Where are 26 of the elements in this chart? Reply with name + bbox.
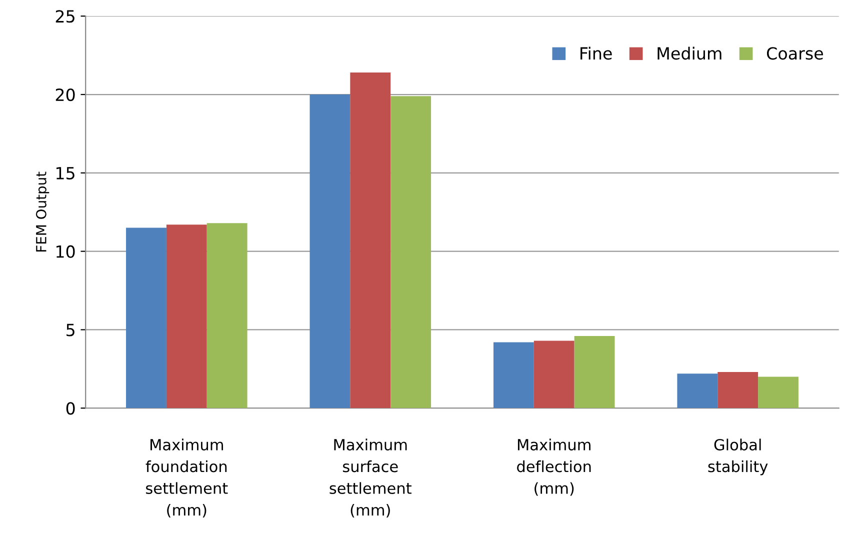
bar: [574, 336, 615, 408]
y-tick-label: 0: [66, 402, 75, 415]
bar: [677, 374, 718, 408]
bar: [350, 72, 391, 408]
legend-label: Medium: [658, 46, 722, 60]
bar: [390, 96, 432, 408]
legend-label: Fine: [580, 46, 612, 60]
x-tick-label: Maximum deflection (mm): [517, 438, 591, 496]
bar: [758, 376, 798, 408]
bar: [493, 342, 534, 408]
y-tick-label: 10: [56, 245, 75, 258]
bar: [534, 340, 574, 408]
bar: [166, 224, 207, 408]
bar: [126, 228, 166, 408]
y-tick-label: 20: [56, 88, 75, 102]
legend-label: Coarse: [766, 47, 823, 60]
bar: [718, 372, 758, 408]
x-tick-label: Global stability: [708, 438, 768, 476]
bar: [310, 94, 350, 408]
y-tick-label: 15: [56, 167, 74, 180]
y-tick-label: 5: [66, 324, 74, 336]
x-tick-label: Maximum surface settlement (mm): [330, 438, 412, 518]
x-tick-label: Maximum foundation settlement (mm): [146, 438, 228, 518]
bar: [206, 223, 248, 408]
y-tick-label: 25: [56, 10, 74, 23]
y-axis-title: FEM Output: [36, 172, 50, 252]
